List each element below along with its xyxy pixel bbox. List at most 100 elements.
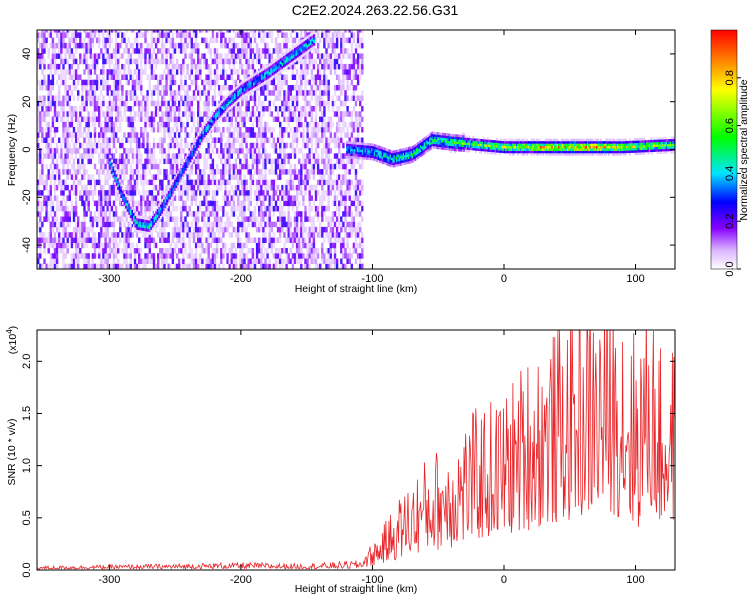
spectrogram-noise-cell: [354, 190, 358, 196]
spectrogram-noise-cell: [93, 248, 97, 254]
spectrogram-noise-cell: [306, 242, 309, 249]
spectrogram-trace-cell: [177, 170, 180, 174]
spectrogram-noise-cell: [171, 137, 175, 143]
spectrogram-noise-cell: [285, 179, 288, 186]
spectrogram-trace-cell: [188, 156, 191, 160]
spectrogram-noise-cell: [207, 111, 210, 117]
spectrogram-trace-cell: [191, 159, 194, 163]
spectrogram-noise-cell: [348, 205, 351, 212]
spectrogram-noise-cell: [293, 30, 297, 33]
spectrogram-noise-cell: [192, 237, 196, 243]
spectrogram-noise-cell: [178, 48, 181, 54]
spectrogram-noise-cell: [125, 232, 128, 238]
spectrogram-noise-cell: [121, 158, 124, 165]
spectrogram-trace-cell: [115, 171, 118, 175]
spectrogram-noise-cell: [66, 116, 69, 122]
spectrogram-noise-cell: [234, 205, 238, 212]
spectrogram-noise-cell: [89, 30, 92, 33]
spectrogram-noise-cell: [108, 127, 111, 133]
spectrogram-noise-cell: [327, 263, 330, 269]
spectrogram-noise-cell: [264, 211, 267, 217]
spectrogram-noise-cell: [104, 153, 107, 159]
spectrogram-noise-cell: [327, 205, 330, 212]
spectrogram-noise-cell: [85, 100, 88, 107]
spectrogram-noise-cell: [171, 216, 175, 222]
spectrogram-noise-cell: [165, 111, 168, 117]
spectrogram-noise-cell: [165, 216, 168, 222]
spectrogram-noise-cell: [211, 100, 215, 107]
spectrogram-noise-cell: [251, 148, 255, 154]
spectrogram-noise-cell: [298, 174, 301, 180]
spectrogram-trace-cell: [164, 202, 167, 206]
spectrogram-trace-cell: [150, 229, 153, 233]
spectrogram-noise-cell: [274, 116, 278, 122]
spectrogram-noise-cell: [243, 200, 246, 207]
spectrogram-noise-cell: [274, 95, 278, 101]
spectrogram-noise-cell: [203, 100, 206, 107]
spectrogram-noise-cell: [95, 221, 99, 228]
spectrogram-noise-cell: [66, 242, 69, 249]
spectrogram-noise-cell: [165, 211, 168, 217]
spectrogram-noise-cell: [289, 216, 292, 222]
spectrogram-noise-cell: [51, 242, 55, 249]
spectrogram-noise-cell: [354, 137, 358, 143]
spectrogram-noise-cell: [64, 95, 67, 101]
spectrogram-noise-cell: [60, 248, 63, 254]
spectrogram-noise-cell: [135, 137, 139, 143]
spectrogram-noise-cell: [199, 226, 202, 233]
spectrogram-noise-cell: [144, 116, 147, 122]
spectrogram-noise-cell: [300, 169, 303, 175]
spectrogram-noise-cell: [159, 48, 162, 54]
spectrogram-noise-cell: [298, 200, 301, 207]
spectrogram-noise-cell: [260, 137, 263, 143]
spectrogram-noise-cell: [218, 137, 221, 143]
spectrogram-noise-cell: [129, 163, 132, 170]
spectrogram-trace-cell: [126, 208, 129, 212]
spectrogram-noise-cell: [140, 200, 143, 207]
spectrogram-noise-cell: [234, 184, 238, 191]
spectrogram-noise-cell: [161, 221, 164, 228]
spectrogram-noise-cell: [192, 137, 196, 143]
spectrogram-noise-cell: [43, 184, 46, 191]
spectrogram-noise-cell: [37, 200, 40, 207]
spectrogram-noise-cell: [93, 211, 97, 217]
spectrogram-noise-cell: [98, 205, 101, 212]
spectrogram-noise-cell: [281, 205, 284, 212]
spectrogram-noise-cell: [163, 121, 166, 128]
spectrogram-trace-cell: [166, 196, 169, 200]
spectrogram-noise-cell: [207, 42, 210, 49]
spectrogram-noise-cell: [175, 63, 179, 70]
spectrogram-noise-cell: [62, 37, 65, 44]
spectrogram-noise-cell: [163, 226, 166, 233]
spectrogram-noise-cell: [62, 69, 65, 75]
spectrogram-noise-cell: [207, 90, 210, 96]
spectrogram-noise-cell: [43, 237, 46, 243]
spectrogram-noise-cell: [249, 216, 252, 222]
spectrogram-noise-cell: [295, 106, 299, 112]
spectrogram-noise-cell: [108, 63, 111, 70]
spectrogram-noise-cell: [262, 106, 265, 112]
spectrogram-noise-cell: [43, 74, 46, 80]
spectrogram-noise-cell: [209, 48, 212, 54]
spectrogram-noise-cell: [167, 184, 170, 191]
spectrogram-noise-cell: [264, 205, 267, 212]
spectrogram-noise-cell: [333, 248, 337, 254]
spectrogram-noise-cell: [281, 211, 284, 217]
spectrogram-noise-cell: [110, 69, 114, 75]
spectrogram-noise-cell: [146, 253, 149, 259]
spectrogram-noise-cell: [64, 58, 67, 65]
spectrogram-noise-cell: [64, 216, 67, 222]
spectrogram-noise-cell: [150, 30, 154, 33]
spectrogram-noise-cell: [289, 248, 292, 254]
spectrogram-trace-cell: [199, 136, 202, 140]
spectrogram-noise-cell: [100, 127, 103, 133]
spectrogram-noise-cell: [43, 232, 46, 238]
spectrogram-noise-cell: [64, 69, 67, 75]
spectrogram-noise-cell: [232, 242, 236, 249]
spectrogram-noise-cell: [55, 216, 59, 222]
spectrogram-noise-cell: [228, 137, 231, 143]
spectrogram-noise-cell: [272, 190, 276, 196]
spectrogram-noise-cell: [192, 263, 196, 269]
spectrogram-noise-cell: [127, 53, 130, 59]
spectrogram-noise-cell: [234, 226, 238, 233]
